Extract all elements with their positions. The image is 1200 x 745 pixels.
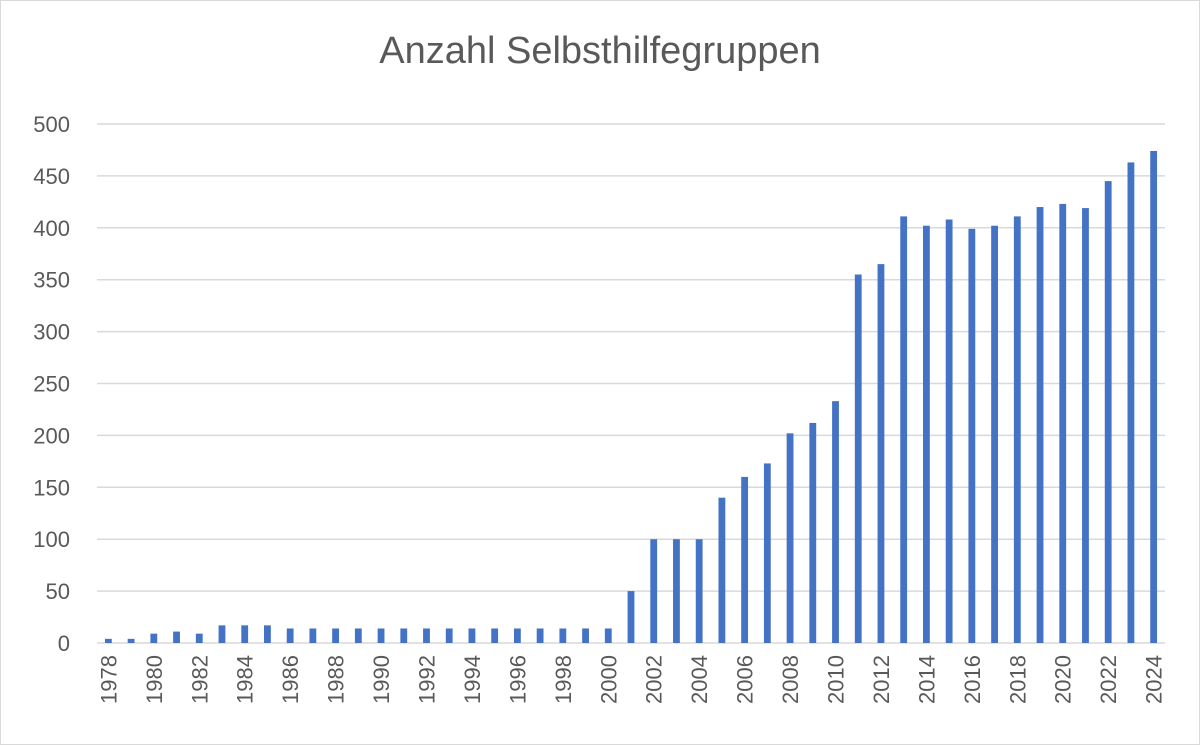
y-tick-label: 300 xyxy=(33,320,70,345)
bar-1978 xyxy=(104,638,112,643)
x-tick-label: 2018 xyxy=(1005,655,1030,704)
bar-1982 xyxy=(195,633,203,643)
x-tick-label: 1978 xyxy=(96,655,121,704)
x-tick-label: 2024 xyxy=(1142,655,1167,704)
bar-1985 xyxy=(264,625,271,643)
y-tick-label: 250 xyxy=(33,372,70,397)
bar-1997 xyxy=(536,628,544,643)
bar-2000 xyxy=(604,628,612,643)
bar-1988 xyxy=(332,628,340,643)
chart-title: Anzahl Selbsthilfegruppen xyxy=(379,30,821,72)
x-tick-label: 2004 xyxy=(687,655,712,704)
bars xyxy=(104,150,1158,644)
x-tick-label: 2002 xyxy=(642,655,667,704)
x-tick-label: 1990 xyxy=(369,655,394,704)
bar-2017 xyxy=(991,225,998,643)
x-tick-label: 1992 xyxy=(414,655,439,704)
x-tick-label: 2020 xyxy=(1051,655,1076,704)
bar-2004 xyxy=(695,539,703,643)
bar-2021 xyxy=(1082,208,1089,643)
bar-2001 xyxy=(627,591,635,643)
x-tick-label: 2008 xyxy=(778,655,803,704)
bar-2011 xyxy=(854,274,862,643)
bar-2019 xyxy=(1036,207,1044,644)
x-tick-label: 1984 xyxy=(233,655,258,704)
bar-1998 xyxy=(559,628,567,643)
x-tick-label: 1988 xyxy=(324,655,349,704)
bar-1996 xyxy=(513,628,521,643)
bar-2020 xyxy=(1059,203,1067,643)
y-axis-tick-labels: 0 50 100 150 200 250 300 350 400 450 500 xyxy=(33,112,70,656)
bar-1994 xyxy=(468,628,476,643)
x-tick-label: 1994 xyxy=(460,655,485,704)
gridlines xyxy=(97,123,1165,644)
bar-2023 xyxy=(1127,162,1135,643)
x-tick-label: 1998 xyxy=(551,655,576,704)
x-tick-label: 2012 xyxy=(869,655,894,704)
bar-2002 xyxy=(650,539,658,643)
bar-1992 xyxy=(423,628,430,643)
bar-1991 xyxy=(400,628,408,643)
bar-1986 xyxy=(286,628,294,643)
x-tick-label: 2000 xyxy=(596,655,621,704)
y-tick-label: 100 xyxy=(33,527,70,552)
bar-1990 xyxy=(377,628,385,643)
y-tick-label: 500 xyxy=(33,112,70,137)
bar-2003 xyxy=(673,539,680,643)
bar-2009 xyxy=(809,422,817,643)
bar-2012 xyxy=(877,264,885,643)
y-tick-label: 450 xyxy=(33,164,70,189)
x-tick-label: 1986 xyxy=(278,655,303,704)
bar-1989 xyxy=(354,628,362,643)
x-tick-label: 2014 xyxy=(914,655,939,704)
y-tick-label: 150 xyxy=(33,475,70,500)
y-tick-label: 0 xyxy=(58,631,70,656)
bar-1983 xyxy=(218,625,226,643)
bar-2005 xyxy=(718,497,726,643)
bar-2016 xyxy=(968,228,976,643)
bar-2008 xyxy=(786,433,794,643)
y-tick-label: 350 xyxy=(33,268,70,293)
bar-2018 xyxy=(1013,216,1021,643)
x-tick-label: 2006 xyxy=(733,655,758,704)
bar-1995 xyxy=(491,628,499,643)
y-tick-label: 50 xyxy=(46,579,70,604)
x-tick-label: 1982 xyxy=(187,655,212,704)
bar-1984 xyxy=(241,625,249,643)
x-tick-label: 1980 xyxy=(142,655,167,704)
bar-1980 xyxy=(150,633,158,643)
bar-1999 xyxy=(582,628,589,643)
bar-2006 xyxy=(741,476,749,643)
bar-2007 xyxy=(763,463,771,643)
x-tick-label: 2016 xyxy=(960,655,985,704)
bar-1987 xyxy=(309,628,317,643)
bar-2010 xyxy=(832,401,839,643)
bar-2013 xyxy=(900,216,908,643)
x-tick-label: 1996 xyxy=(505,655,530,704)
bar-2022 xyxy=(1104,181,1112,643)
x-tick-label: 2010 xyxy=(824,655,849,704)
x-axis-tick-labels: 1978 1980 1982 1984 1986 1988 1990 1992 1994 1996… xyxy=(96,655,1166,704)
bar-2015 xyxy=(945,219,953,643)
bar-1993 xyxy=(445,628,453,643)
bar-1981 xyxy=(173,631,180,643)
x-tick-label: 2022 xyxy=(1096,655,1121,704)
y-tick-label: 200 xyxy=(33,423,70,448)
bar-2014 xyxy=(922,225,930,643)
bar-2024 xyxy=(1150,150,1158,643)
bar-1979 xyxy=(127,638,135,643)
y-tick-label: 400 xyxy=(33,216,70,241)
